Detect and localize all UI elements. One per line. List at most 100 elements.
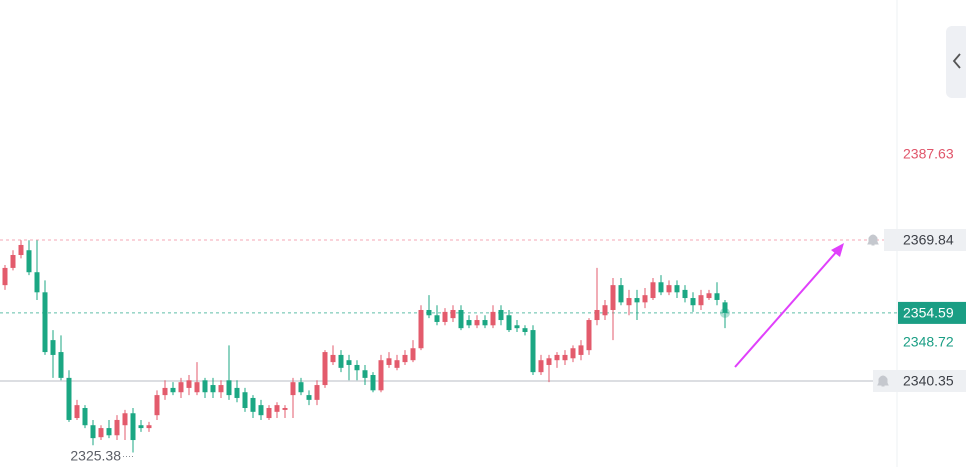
arrow-head [831,243,844,257]
candle-body [114,419,120,436]
candle-body [714,293,720,300]
candle-body [170,387,176,393]
chevron-icon[interactable] [952,53,961,69]
bell-icon [877,375,889,387]
candle-body [594,309,600,321]
high-mark-label: 2387.63 [903,146,954,162]
candle-body [482,320,488,326]
candle-body [234,387,240,398]
candle-body [122,413,128,426]
candle-body [498,309,504,321]
candle-body [642,295,648,303]
candle-body [282,408,288,410]
candle-body [218,385,224,393]
candle-body [66,377,72,420]
candle-body [322,352,328,386]
candle-body [266,408,272,419]
candle-body [418,309,424,349]
candle-body [450,309,456,319]
candle-body [106,428,112,436]
candle-body [706,293,712,299]
candle-body [330,354,336,363]
candle-body [346,360,352,365]
candle-body [634,298,640,303]
candle-body [58,352,64,378]
candle-body [98,428,104,438]
candle-body [538,360,544,373]
candle-body [474,320,480,326]
alert-price-label: 2340.35 [903,373,954,389]
candle-body [682,289,688,299]
candle-body [602,305,608,316]
candle-body [274,405,280,412]
candle-body [722,302,728,313]
candle-body [530,330,536,373]
candle-body [578,345,584,355]
last-price-box [898,301,966,324]
candle-body [74,405,80,419]
candle-body [42,292,48,353]
candle-body [306,395,312,400]
candle-body [658,282,664,293]
bell-icon [867,234,879,246]
candle-body [290,382,296,396]
collapse-button[interactable] [946,26,966,98]
candle-body [698,295,704,306]
candle-body [426,309,432,316]
candle-body [2,267,8,286]
candle-body [186,380,192,388]
alert-price-box [884,229,966,252]
candle-body [202,380,208,393]
candle-body [386,358,392,365]
candle-body [690,298,696,306]
last-price-glow [720,307,730,318]
candle-body [554,354,560,361]
candle-body [370,375,376,391]
candle-body [650,282,656,299]
candle-body [394,360,400,368]
candle-body [10,255,16,268]
candle-body [666,285,672,293]
candle-body [298,382,304,393]
candle-body [26,250,32,273]
candle-body [250,397,256,412]
candle-body [402,354,408,363]
candle-body [146,425,152,429]
candle-body [194,382,200,393]
candle-body [130,413,136,441]
candle-body [162,387,168,396]
candle-body [570,348,576,359]
alert-price-label: 2369.84 [903,232,954,248]
candle-body [562,354,568,361]
mark-price-label: 2348.72 [903,334,954,350]
candle-body [18,244,24,256]
candle-body [674,285,680,293]
candle-body [338,354,344,368]
last-price-label: 2354.59 [903,305,954,321]
candle-body [490,311,496,326]
candle-body [226,380,232,396]
candle-body [90,425,96,439]
candle-body [210,385,216,393]
candle-body [258,405,264,416]
candle-body [506,315,512,331]
candle-body [34,272,40,293]
candle-body [442,311,448,322]
candle-body [434,315,440,322]
arrow-line [734,249,839,368]
candle-body [546,358,552,365]
candle-body [178,382,184,393]
candle-body [138,425,144,429]
candle-body [50,340,56,355]
candle-body [618,285,624,303]
candle-body [522,328,528,332]
candle-body [586,320,592,351]
candle-body [466,320,472,326]
candle-body [82,408,88,426]
candle-body [514,325,520,329]
candle-body [242,392,248,409]
candle-body [458,309,464,329]
candle-body [410,348,416,361]
candle-body [626,298,632,306]
